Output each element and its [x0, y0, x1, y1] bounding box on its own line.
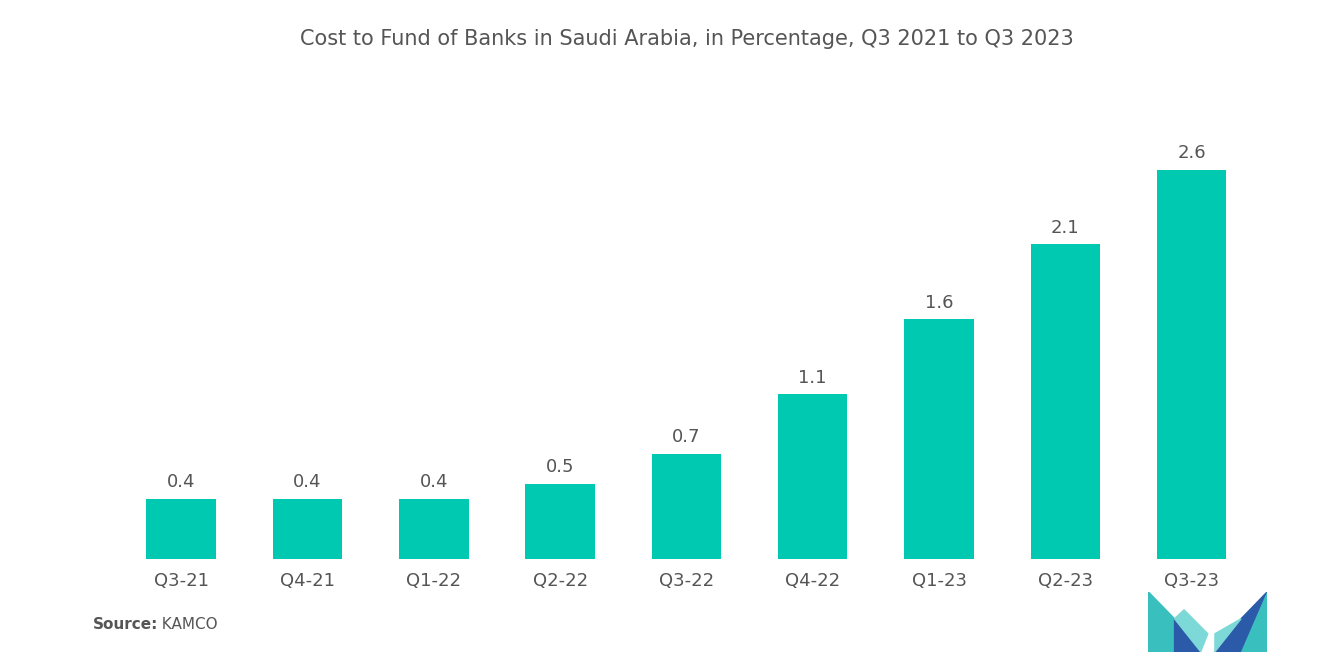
Bar — [525, 483, 595, 559]
Text: Source:: Source: — [92, 616, 158, 632]
Polygon shape — [1214, 592, 1267, 652]
Text: 2.1: 2.1 — [1051, 219, 1080, 237]
Polygon shape — [1175, 618, 1201, 652]
Bar — [1156, 170, 1226, 559]
Bar — [273, 499, 342, 559]
Bar — [652, 454, 721, 559]
Text: 1.1: 1.1 — [799, 368, 826, 386]
Bar — [904, 319, 974, 559]
Bar — [1031, 244, 1100, 559]
Polygon shape — [1175, 610, 1208, 652]
Polygon shape — [1214, 618, 1241, 652]
Text: 0.4: 0.4 — [293, 473, 322, 491]
Text: 0.4: 0.4 — [420, 473, 447, 491]
Text: 1.6: 1.6 — [925, 294, 953, 312]
Text: 0.7: 0.7 — [672, 428, 701, 446]
Text: KAMCO: KAMCO — [152, 616, 218, 632]
Text: 0.5: 0.5 — [546, 458, 574, 476]
Title: Cost to Fund of Banks in Saudi Arabia, in Percentage, Q3 2021 to Q3 2023: Cost to Fund of Banks in Saudi Arabia, i… — [300, 29, 1073, 49]
Text: 2.6: 2.6 — [1177, 144, 1206, 162]
Polygon shape — [1148, 592, 1175, 652]
Bar — [147, 499, 216, 559]
Bar — [399, 499, 469, 559]
Polygon shape — [1241, 592, 1267, 652]
Text: 0.4: 0.4 — [166, 473, 195, 491]
Bar — [777, 394, 847, 559]
